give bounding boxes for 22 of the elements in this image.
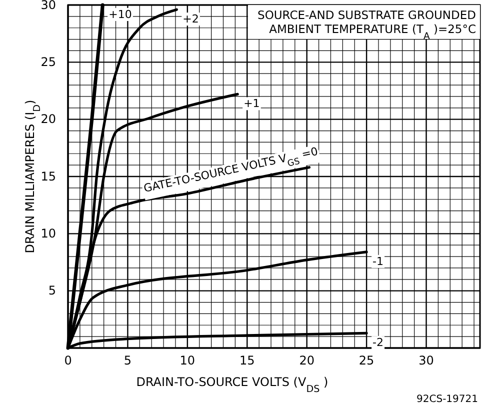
y-tick-label: 25 [40,55,56,70]
annotation: AMBIENT TEMPERATURE (T$_{A}$ )=25°C [269,22,476,42]
x-axis-title: DRAIN-TO-SOURCE VOLTS (V$_{DS}$ ) [136,375,328,394]
x-tick-label: 25 [358,354,374,368]
y-tick-label: 20 [40,112,56,126]
series-label: +2 [182,12,199,26]
series-label: -1 [372,254,384,268]
series-label: +10 [108,8,132,21]
x-tick-label: 5 [124,354,132,368]
text: 92CS-19721 [416,394,478,405]
x-tick-label: 0 [64,354,72,368]
y-tick-label: 10 [40,226,56,241]
y-tick-label: 15 [40,169,56,184]
x-tick-label: 10 [180,354,196,368]
annotation: SOURCE-AND SUBSTRATE GROUNDED [258,8,476,22]
x-tick-label: 15 [239,354,255,368]
y-tick-label: 5 [48,284,56,298]
x-tick-label: 30 [418,354,434,368]
y-tick-label: 30 [40,0,56,12]
x-tick-label: 20 [299,354,314,368]
series-label: -2 [372,336,384,350]
series-label: +1 [244,97,260,110]
